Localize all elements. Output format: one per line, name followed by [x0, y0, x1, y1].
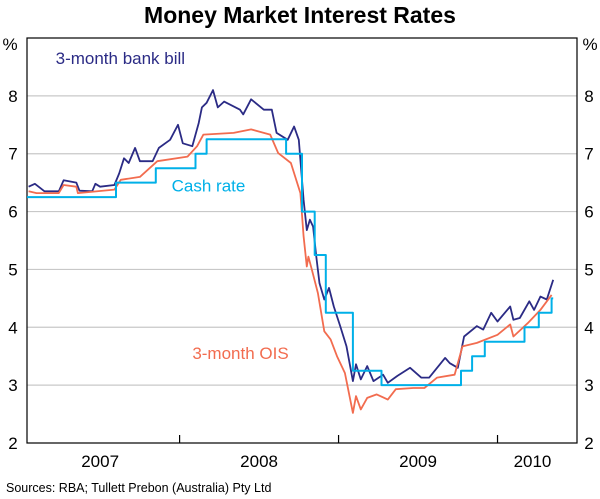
series-label-3-month-bank-bill: 3-month bank bill	[56, 49, 185, 68]
y-tick-label-right: 8	[584, 87, 593, 106]
plot-frame	[26, 37, 578, 444]
series-label-3-month-ois: 3-month OIS	[192, 344, 288, 363]
y-tick-label-right: 5	[584, 260, 593, 279]
y-tick-label-left: 8	[8, 87, 17, 106]
source-note: Sources: RBA; Tullett Prebon (Australia)…	[6, 481, 272, 495]
y-tick-label-right: 2	[584, 434, 593, 453]
y-tick-label-right: 3	[584, 376, 593, 395]
y-tick-label-left: 2	[8, 434, 17, 453]
y-tick-label-left: 7	[8, 145, 17, 164]
series-label-cash-rate: Cash rate	[172, 176, 246, 195]
y-tick-label-left: 6	[8, 203, 17, 222]
x-tick-label: 2007	[81, 452, 119, 471]
series-line-3-month-ois	[28, 128, 553, 414]
y-tick-label-left: 4	[8, 318, 17, 337]
chart-title: Money Market Interest Rates	[144, 2, 456, 28]
y-tick-label-right: 6	[584, 203, 593, 222]
y-tick-label-right: 7	[584, 145, 593, 164]
x-tick-label: 2010	[514, 452, 552, 471]
x-tick-label: 2008	[240, 452, 278, 471]
x-tick-label: 2009	[399, 452, 437, 471]
y-axis-unit-right: %	[582, 35, 597, 54]
chart: 2 2 3 3 4 4 5 5 6 6 7 7 8 8% % 2007 2008 2009 2010 3-month …	[2, 35, 597, 471]
series-line-cash-rate	[27, 138, 554, 387]
y-tick-label-right: 4	[584, 318, 593, 337]
y-axis-unit-left: %	[2, 35, 17, 54]
series-line-3-month-bank-bill	[28, 89, 555, 384]
y-tick-label-left: 5	[8, 260, 17, 279]
y-tick-label-left: 3	[8, 376, 17, 395]
